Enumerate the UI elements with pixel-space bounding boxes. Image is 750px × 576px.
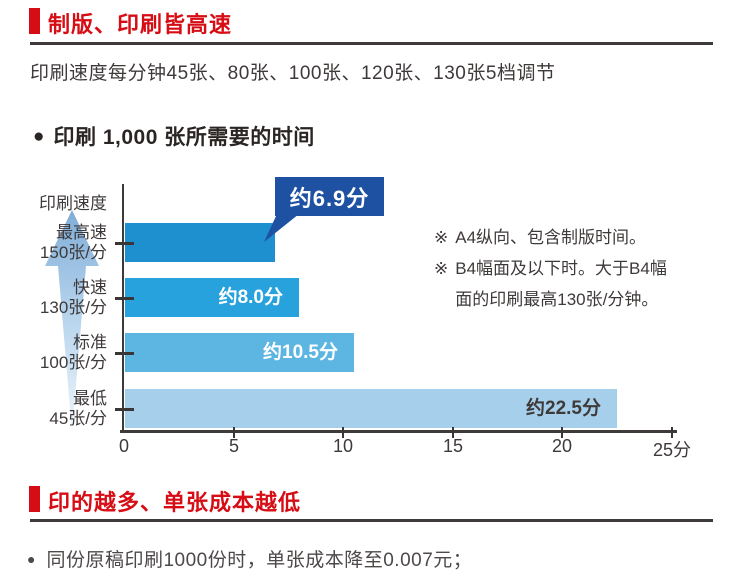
note-text: A4纵向、包含制版时间。: [455, 228, 647, 247]
x-axis-tick: [233, 427, 235, 438]
x-axis-tick-label: 5: [228, 436, 239, 456]
bar-1: [125, 278, 299, 317]
y-axis-tick: [115, 241, 134, 245]
chart-notes: ※ A4纵向、包含制版时间。 ※ B4幅面及以下时。大于B4幅面的印刷最高130…: [434, 222, 673, 315]
cost-bullet-text: 同份原稿印刷1000份时，单张成本降至0.007元；: [46, 550, 473, 571]
category-label: 快速 130张/分: [0, 278, 107, 318]
category-label: 最高速 150张/分: [0, 223, 107, 263]
category-label-line: 100张/分: [39, 352, 107, 372]
bar-value-label: 约8.0分: [218, 287, 283, 308]
chart-title-row: ● 印刷 1,000 张所需要的时间: [33, 121, 315, 151]
category-label-line: 150张/分: [39, 242, 107, 262]
divider: [30, 519, 713, 522]
bullet-circle-icon: ●: [27, 550, 36, 567]
bar-3: [125, 389, 617, 428]
heading-accent-bar: [29, 486, 40, 512]
category-label: 标准 100张/分: [0, 333, 107, 373]
category-label-line: 标准: [73, 332, 107, 352]
section-speed-heading: 制版、印刷皆高速: [48, 12, 233, 37]
bar-2: [125, 333, 354, 372]
bar-value-label: 约10.5分: [263, 342, 338, 363]
chart-title: 印刷 1,000 张所需要的时间: [53, 126, 315, 149]
x-axis-tick: [561, 427, 563, 438]
callout-bubble: 约6.9分: [275, 177, 384, 216]
x-axis-tick-label: 15: [442, 436, 464, 456]
y-axis-tick: [115, 351, 134, 355]
x-axis-tick-label: 0: [118, 436, 129, 456]
x-axis-tick: [342, 427, 344, 438]
category-label-line: 快速: [73, 277, 107, 297]
category-label: 最低 45张/分: [0, 389, 107, 429]
note-marker: ※: [434, 228, 449, 247]
x-axis-tick-label: 20: [551, 436, 573, 456]
note-line: ※ A4纵向、包含制版时间。: [434, 222, 673, 253]
category-label-line: 45张/分: [49, 408, 107, 428]
section-cost-heading: 印的越多、单张成本越低: [48, 490, 302, 515]
bar-value-label: 约22.5分: [526, 398, 601, 419]
heading-accent-bar: [29, 8, 40, 34]
cost-bullet-row: ● 同份原稿印刷1000份时，单张成本降至0.007元；: [27, 545, 472, 572]
speed-gradient-arrow-icon: [45, 210, 99, 432]
bar-0: [125, 223, 275, 262]
bullet-circle-icon: ●: [33, 125, 45, 147]
note-marker: ※: [434, 259, 449, 278]
x-axis-tick-label: 10: [332, 436, 354, 456]
category-label-line: 最高速: [56, 222, 107, 242]
x-axis-tick: [452, 427, 454, 438]
note-line: ※ B4幅面及以下时。大于B4幅面的印刷最高130张/分钟。: [434, 253, 673, 315]
y-axis-tick: [115, 407, 134, 411]
divider: [30, 42, 713, 45]
speed-subtitle: 印刷速度每分钟45张、80张、100张、120张、130张5档调节: [30, 63, 556, 84]
category-label-line: 130张/分: [39, 297, 107, 317]
y-axis-tick: [115, 296, 134, 300]
x-axis-tick-label: 25分: [652, 440, 692, 460]
note-text: B4幅面及以下时。大于B4幅面的印刷最高130张/分钟。: [455, 259, 667, 309]
y-axis-line: [122, 184, 124, 432]
x-axis-line: [120, 430, 677, 433]
callout-tail-icon: [264, 214, 299, 242]
category-label-line: 最低: [73, 388, 107, 408]
y-axis-label: 印刷速度: [39, 194, 107, 213]
x-axis-tick: [671, 427, 673, 438]
